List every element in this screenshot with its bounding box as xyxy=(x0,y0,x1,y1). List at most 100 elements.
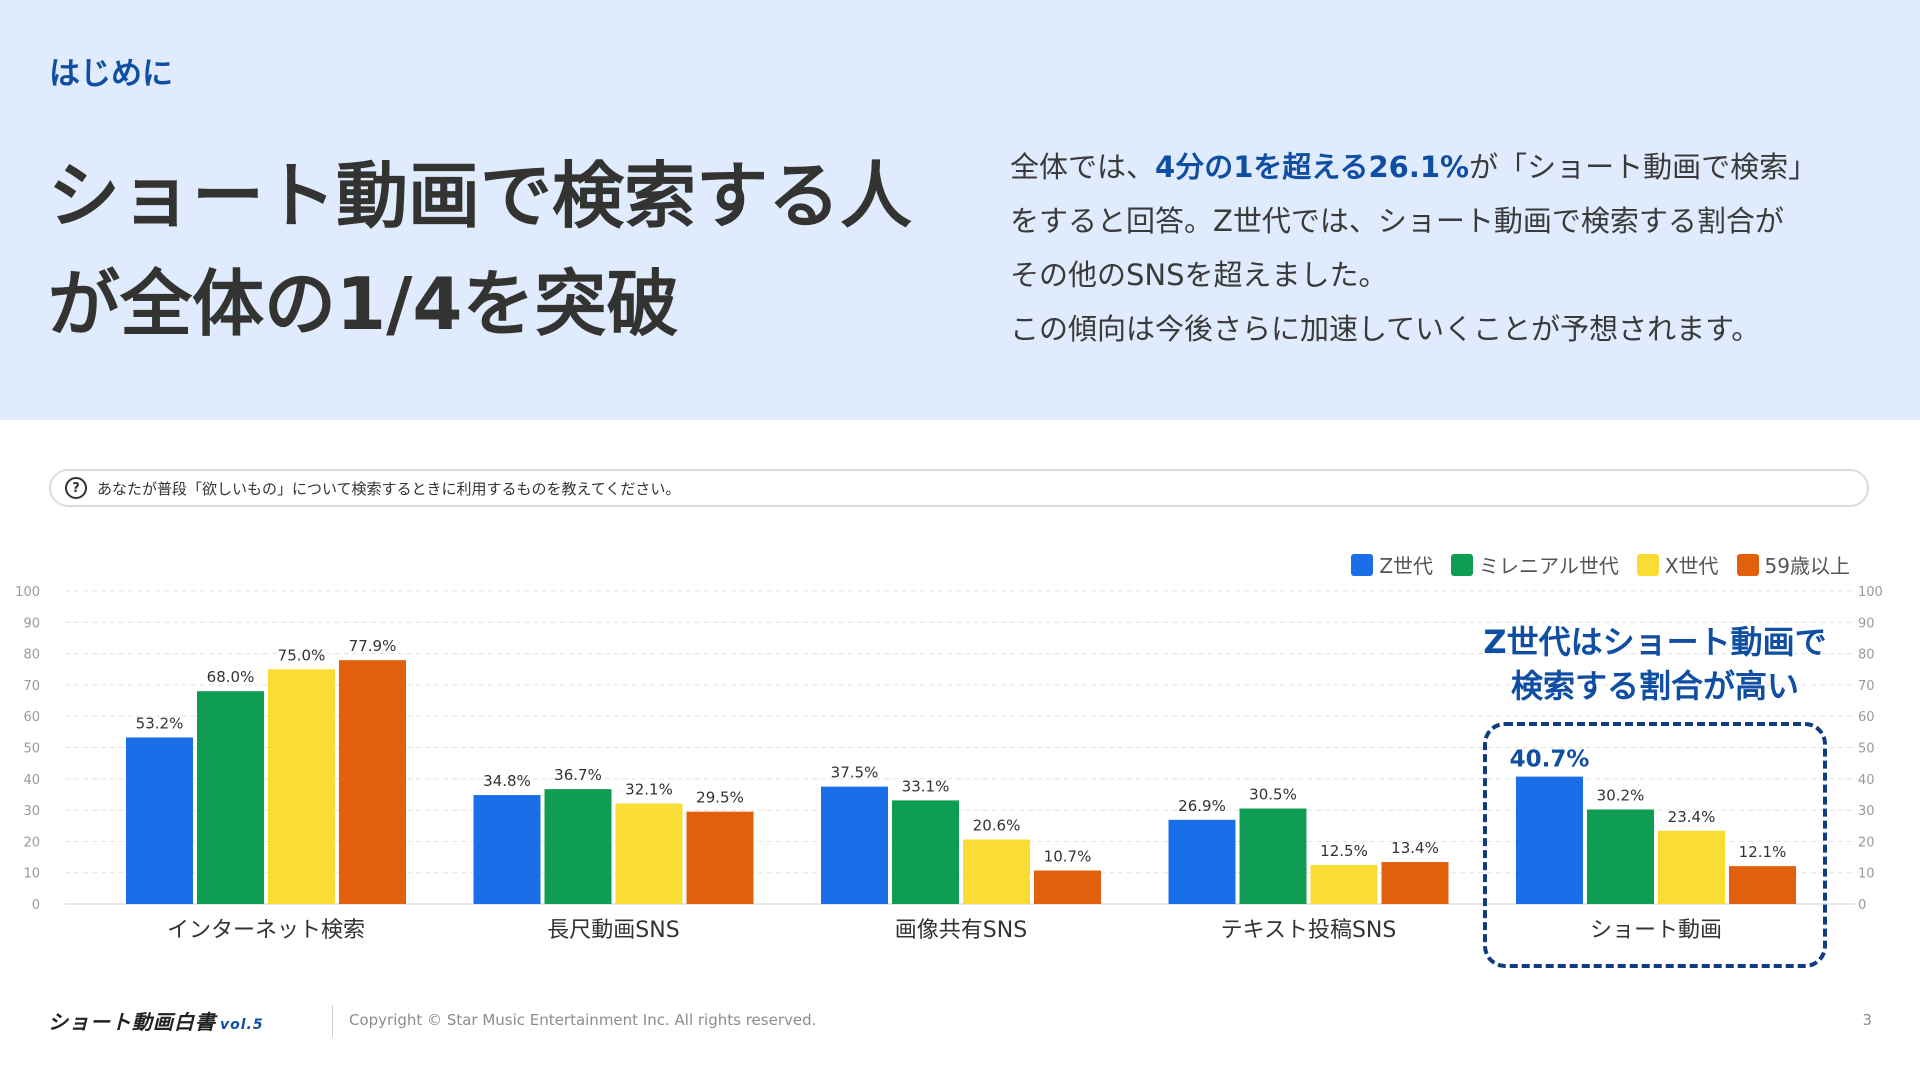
bar xyxy=(821,786,888,904)
y-tick-label-left: 40 xyxy=(23,773,40,788)
footer-logo: ショート動画白書 vol.5 xyxy=(48,1006,264,1035)
legend-swatch xyxy=(1636,553,1659,576)
bar xyxy=(126,737,193,904)
bar xyxy=(197,691,264,904)
page-number: 3 xyxy=(1862,1011,1872,1029)
bar xyxy=(1034,870,1101,904)
section-label: はじめに xyxy=(49,56,173,92)
x-category-label: ショート動画 xyxy=(1590,918,1722,943)
bar-value-label: 33.1% xyxy=(902,777,950,795)
summary-text: 全体では、4分の1を超える26.1%が「ショート動画で検索」 をすると回答。Z世… xyxy=(1010,140,1890,356)
y-tick-label-right: 30 xyxy=(1858,804,1875,819)
bar xyxy=(963,839,1030,904)
bar-value-label: 75.0% xyxy=(278,646,326,664)
legend-label: Z世代 xyxy=(1379,554,1434,578)
legend-item: ミレニアル世代 xyxy=(1451,550,1619,579)
chart-legend: Z世代 ミレニアル世代 X世代 59歳以上 xyxy=(1351,550,1850,579)
y-tick-label-right: 90 xyxy=(1858,616,1875,631)
bar-value-label: 30.5% xyxy=(1249,786,1297,804)
legend-label: 59歳以上 xyxy=(1764,554,1850,578)
bar-value-label: 26.9% xyxy=(1178,797,1226,815)
bar xyxy=(1381,862,1449,904)
legend-swatch xyxy=(1736,553,1759,576)
x-category-label: 長尺動画SNS xyxy=(547,918,679,943)
survey-question: ? あなたが普段「欲しいもの」について検索するときに利用するものを教えてください… xyxy=(49,469,1869,507)
bar xyxy=(339,660,406,904)
callout-text: Z世代はショート動画で 検索する割合が高い xyxy=(1470,620,1840,708)
page-title-line2: が全体の1/4を突破 xyxy=(48,262,679,346)
y-tick-label-right: 0 xyxy=(1858,898,1866,913)
bar-value-label: 53.2% xyxy=(136,714,184,732)
y-tick-label-left: 100 xyxy=(15,585,40,600)
bar xyxy=(892,800,959,904)
copyright-text: Copyright © Star Music Entertainment Inc… xyxy=(349,1011,817,1029)
survey-question-text: あなたが普段「欲しいもの」について検索するときに利用するものを教えてください。 xyxy=(97,479,681,498)
bar xyxy=(544,789,612,904)
bar xyxy=(1516,776,1583,904)
y-tick-label-right: 60 xyxy=(1858,710,1875,725)
footer-logo-text: ショート動画白書 xyxy=(48,1010,216,1034)
page-title-line1: ショート動画で検索する人 xyxy=(48,154,913,238)
y-tick-label-right: 70 xyxy=(1858,679,1875,694)
bar xyxy=(1587,809,1654,904)
y-tick-label-right: 80 xyxy=(1858,648,1875,663)
bar xyxy=(268,669,335,904)
legend-item: 59歳以上 xyxy=(1736,550,1850,579)
y-tick-label-right: 10 xyxy=(1858,867,1875,882)
bar-chart: 0 0 10 10 20 20 30 30 40 40 50 50 60 60 70 70 80 80 90 90 10… xyxy=(15,585,1883,943)
summary-line3: その他のSNSを超えました。 xyxy=(1010,258,1388,292)
bar xyxy=(615,803,683,904)
bar-value-label: 23.4% xyxy=(1668,808,1716,826)
x-category-label: 画像共有SNS xyxy=(895,918,1027,943)
bar-value-label: 30.2% xyxy=(1597,786,1645,804)
question-icon: ? xyxy=(65,477,87,499)
summary-line4: この傾向は今後さらに加速していくことが予想されます。 xyxy=(1010,312,1761,346)
y-tick-label-left: 60 xyxy=(23,710,40,725)
legend-label: X世代 xyxy=(1664,554,1719,578)
summary-highlight: 4分の1を超える26.1% xyxy=(1155,150,1470,184)
bar-value-label: 12.1% xyxy=(1739,843,1787,861)
y-tick-label-left: 0 xyxy=(32,898,40,913)
bar xyxy=(686,811,754,904)
bar-value-label: 12.5% xyxy=(1320,842,1368,860)
summary-line2: をすると回答。Z世代では、ショート動画で検索する割合が xyxy=(1010,204,1784,238)
summary-line1-post: が「ショート動画で検索」 xyxy=(1469,150,1818,184)
footer-logo-vol: vol.5 xyxy=(220,1017,264,1033)
bar-value-label: 13.4% xyxy=(1391,839,1439,857)
legend-swatch xyxy=(1351,553,1374,576)
page-title: ショート動画で検索する人 が全体の1/4を突破 xyxy=(48,142,948,358)
bar-value-label: 77.9% xyxy=(349,637,397,655)
legend-item: Z世代 xyxy=(1351,550,1433,579)
callout-highlight-box xyxy=(1483,722,1827,968)
bar-value-label: 40.7% xyxy=(1510,747,1590,773)
summary-line1: 全体では、4分の1を超える26.1%が「ショート動画で検索」 xyxy=(1010,140,1890,194)
x-category-label: テキスト投稿SNS xyxy=(1221,918,1397,943)
bar xyxy=(473,795,541,904)
legend-swatch xyxy=(1451,553,1474,576)
bar-value-label: 20.6% xyxy=(973,817,1021,835)
bar-value-label: 29.5% xyxy=(696,789,744,807)
callout-line1: Z世代はショート動画で xyxy=(1483,623,1827,661)
legend-item: X世代 xyxy=(1636,550,1719,579)
bar xyxy=(1658,830,1725,904)
y-tick-label-left: 30 xyxy=(23,804,40,819)
y-tick-label-left: 10 xyxy=(23,867,40,882)
bar xyxy=(1168,819,1236,904)
bar-value-label: 34.8% xyxy=(483,772,531,790)
y-tick-label-left: 70 xyxy=(23,679,40,694)
bar-value-label: 36.7% xyxy=(554,766,602,784)
y-tick-label-left: 50 xyxy=(23,742,40,757)
bar xyxy=(1239,808,1307,904)
y-tick-label-left: 20 xyxy=(23,835,40,850)
bar xyxy=(1310,864,1378,904)
x-category-label: インターネット検索 xyxy=(167,918,365,943)
bar xyxy=(1729,866,1796,904)
bar-value-label: 37.5% xyxy=(831,764,879,782)
callout-line2: 検索する割合が高い xyxy=(1510,667,1799,705)
footer-divider xyxy=(332,1005,333,1037)
y-tick-label-right: 50 xyxy=(1858,742,1875,757)
y-tick-label-right: 20 xyxy=(1858,835,1875,850)
summary-line1-pre: 全体では、 xyxy=(1010,150,1156,184)
y-tick-label-left: 90 xyxy=(23,616,40,631)
bar-value-label: 68.0% xyxy=(207,668,255,686)
